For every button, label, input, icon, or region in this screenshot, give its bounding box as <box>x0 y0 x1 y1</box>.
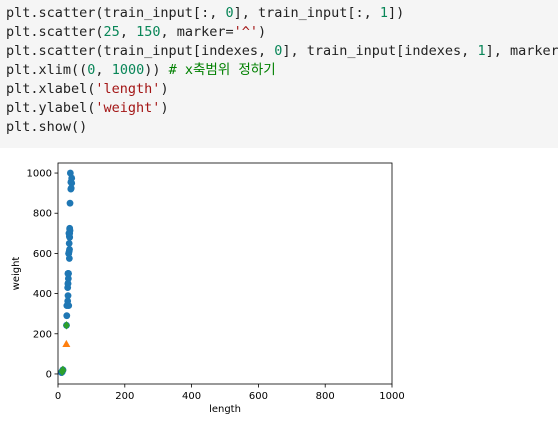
triangle-marker <box>62 339 71 348</box>
code-token: plt.scatter(train_input[indexes, <box>6 43 275 59</box>
code-token: 0 <box>87 62 96 78</box>
code-token: ], train_input[indexes, <box>282 43 478 59</box>
x-tick-label: 0 <box>55 391 61 402</box>
x-tick-label: 400 <box>182 391 201 402</box>
code-token: ], train_input[:, <box>233 5 380 21</box>
data-point <box>66 199 74 207</box>
code-token: ) <box>160 81 169 97</box>
code-line[interactable]: plt.scatter(25, 150, marker='^') <box>6 23 558 42</box>
plot-marks <box>58 169 76 376</box>
data-point <box>63 312 71 320</box>
x-tick-label: 800 <box>316 391 335 402</box>
diamond-marker <box>63 321 70 330</box>
data-point <box>64 280 72 287</box>
code-line[interactable]: plt.ylabel('weight') <box>6 99 558 118</box>
y-tick-label: 600 <box>33 249 52 260</box>
code-token: plt.scatter(train_input[:, <box>6 5 226 21</box>
code-token: )) <box>144 62 169 78</box>
data-point <box>64 292 72 299</box>
output-area: 0 200 400 600 800 1000 0 200 400 600 800 1000 leng… <box>0 148 558 420</box>
code-token: , <box>119 24 137 40</box>
plot-frame <box>57 162 393 385</box>
code-token: , <box>95 62 112 78</box>
code-token: '^' <box>233 24 259 40</box>
x-axis: 0 200 400 600 800 1000 <box>55 384 405 402</box>
code-token: 25 <box>103 24 120 40</box>
data-point <box>66 227 74 234</box>
y-axis: 0 200 400 600 800 1000 <box>27 169 58 380</box>
code-token: 0 <box>274 43 283 59</box>
code-token: 0 <box>225 5 234 21</box>
code-token: 'length' <box>95 81 161 97</box>
data-point <box>65 239 73 247</box>
x-tick-label: 1000 <box>379 391 404 402</box>
data-point <box>66 245 73 253</box>
y-tick-label: 200 <box>33 329 52 340</box>
data-point <box>64 275 72 282</box>
data-point <box>65 302 73 310</box>
code-token: 1 <box>477 43 486 59</box>
code-token: ]) <box>388 5 405 21</box>
code-line[interactable]: plt.xlim((0, 1000)) # x축범위 정하기 <box>6 61 558 80</box>
code-token: plt.scatter( <box>6 24 104 40</box>
code-cell[interactable]: plt.scatter(train_input[:, 0], train_inp… <box>0 0 558 148</box>
code-token: ) <box>160 100 169 116</box>
data-point <box>65 255 73 262</box>
code-token: 150 <box>136 24 161 40</box>
y-axis-label: weight <box>11 257 22 291</box>
code-line[interactable]: plt.scatter(train_input[:, 0], train_inp… <box>6 4 558 23</box>
y-tick-label: 1000 <box>27 169 52 180</box>
y-tick-label: 0 <box>46 369 52 380</box>
code-token: ], marker = <box>485 43 558 59</box>
code-editor[interactable]: plt.scatter(train_input[:, 0], train_inp… <box>6 4 558 137</box>
scatter-plot: 0 200 400 600 800 1000 0 200 400 600 800 1000 leng… <box>11 162 405 415</box>
data-point <box>67 184 75 192</box>
code-token: , marker= <box>160 24 234 40</box>
y-tick-label: 800 <box>33 209 52 220</box>
code-token: plt.show() <box>6 119 88 135</box>
y-tick-label: 400 <box>33 289 52 300</box>
code-line[interactable]: plt.scatter(train_input[indexes, 0], tra… <box>6 42 558 61</box>
code-line[interactable]: plt.xlabel('length') <box>6 80 558 99</box>
x-axis-label: length <box>209 404 241 415</box>
code-token: plt.xlabel( <box>6 81 96 97</box>
data-point <box>68 179 76 187</box>
x-tick-label: 200 <box>115 391 134 402</box>
code-token: plt.ylabel( <box>6 100 96 116</box>
x-tick-label: 600 <box>249 391 268 402</box>
code-token: 'weight' <box>95 100 161 116</box>
code-token: plt.xlim(( <box>6 62 88 78</box>
data-point <box>68 174 76 182</box>
code-token: 1 <box>379 5 389 21</box>
code-token: 1000 <box>111 62 145 78</box>
data-point <box>65 270 72 277</box>
code-line[interactable]: plt.show() <box>6 118 558 137</box>
diamond-marker <box>58 367 66 376</box>
code-token: # x축범위 정하기 <box>168 62 276 78</box>
code-token: ) <box>258 24 267 40</box>
